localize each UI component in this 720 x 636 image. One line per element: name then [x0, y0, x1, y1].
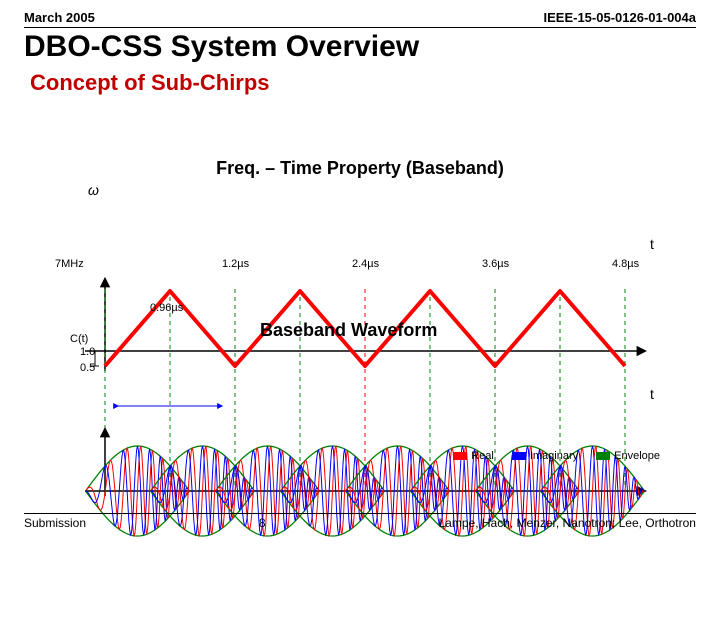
legend-real: Real — [453, 450, 494, 462]
footer-left: Submission — [24, 516, 86, 530]
footer-page: 8 — [259, 516, 266, 530]
page-subtitle: Concept of Sub-Chirps — [0, 64, 720, 96]
legend-imaginary: Imaginary — [512, 450, 578, 462]
footer-right: Lampe, Hach, Menzer, Nanotron; Lee, Orth… — [439, 516, 696, 530]
header-date: March 2005 — [24, 10, 95, 25]
legend: Real Imaginary Envelope — [453, 450, 660, 462]
footer: Submission 8 Lampe, Hach, Menzer, Nanotr… — [24, 513, 696, 530]
baseband-waveform-chart — [0, 96, 720, 636]
header-docid: IEEE-15-05-0126-01-004a — [544, 10, 697, 25]
legend-envelope: Envelope — [596, 450, 660, 462]
page-title: DBO-CSS System Overview — [0, 30, 720, 64]
header-rule — [24, 27, 696, 28]
